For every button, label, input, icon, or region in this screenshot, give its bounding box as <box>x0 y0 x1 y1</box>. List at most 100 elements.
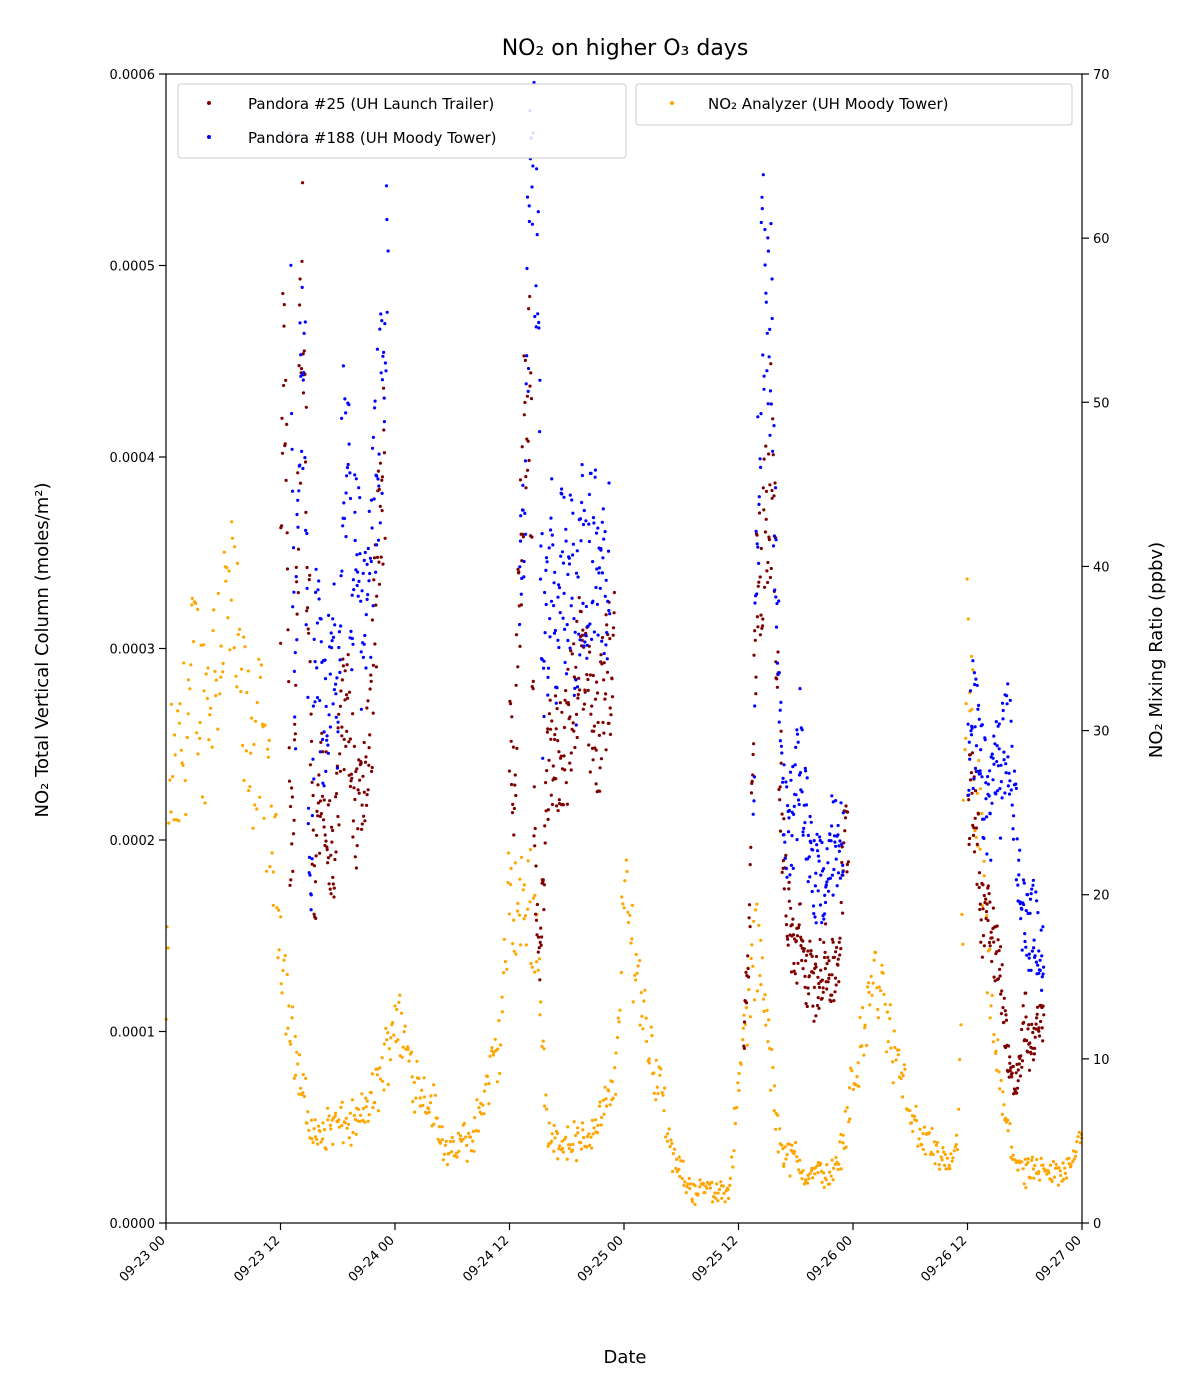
data-point <box>312 777 316 781</box>
data-point <box>497 1019 501 1023</box>
data-point <box>185 735 189 740</box>
data-point <box>374 603 378 607</box>
data-point <box>358 778 362 782</box>
data-point <box>757 580 761 584</box>
data-point <box>542 659 546 663</box>
data-point <box>307 1128 311 1132</box>
data-point <box>930 1126 934 1131</box>
data-point <box>773 588 777 592</box>
data-point <box>567 556 571 560</box>
data-point <box>513 783 517 787</box>
data-point <box>269 804 273 808</box>
data-point <box>258 795 262 799</box>
data-point <box>1009 788 1013 792</box>
data-point <box>370 526 374 530</box>
data-point <box>760 626 764 631</box>
data-point <box>502 937 506 941</box>
data-point <box>797 1168 801 1172</box>
data-point <box>206 666 210 670</box>
data-point <box>558 701 562 705</box>
data-point <box>378 327 382 331</box>
data-point <box>574 665 578 669</box>
data-point <box>1021 1004 1025 1008</box>
data-point <box>1000 1112 1004 1116</box>
data-point <box>660 1090 664 1095</box>
data-point <box>818 903 823 907</box>
data-point <box>529 371 533 375</box>
data-point <box>559 754 563 758</box>
data-point <box>558 611 562 615</box>
data-point <box>548 698 552 702</box>
data-point <box>547 712 552 716</box>
data-point <box>465 1143 469 1147</box>
data-point <box>1004 1018 1009 1022</box>
data-point <box>1037 1170 1041 1174</box>
data-point <box>634 978 638 982</box>
data-point <box>836 833 840 837</box>
data-point <box>513 773 517 777</box>
data-point <box>756 545 760 549</box>
data-point <box>551 543 555 547</box>
data-point <box>818 937 822 942</box>
data-point <box>583 633 588 638</box>
data-point <box>1061 1161 1065 1165</box>
data-point <box>373 399 377 403</box>
data-point <box>442 1152 447 1156</box>
data-point <box>555 804 559 808</box>
data-point <box>564 527 568 531</box>
data-point <box>512 949 516 953</box>
data-point <box>350 1098 354 1102</box>
data-point <box>319 812 323 816</box>
data-point <box>229 598 233 602</box>
data-point <box>292 738 297 742</box>
data-point <box>338 704 342 708</box>
data-point <box>526 468 530 472</box>
data-point <box>1001 708 1005 713</box>
data-point <box>365 562 369 567</box>
data-point <box>543 824 547 828</box>
data-point <box>1024 945 1028 949</box>
data-point <box>291 832 296 836</box>
data-point <box>708 1186 713 1190</box>
data-point <box>579 1141 583 1145</box>
data-point <box>562 754 566 758</box>
data-point <box>798 902 802 906</box>
data-point <box>1064 1176 1069 1180</box>
data-point <box>546 693 550 697</box>
data-point <box>362 814 366 818</box>
data-point <box>380 319 384 323</box>
data-point <box>626 910 630 914</box>
data-point <box>1032 938 1036 942</box>
data-point <box>356 788 360 792</box>
data-point <box>291 869 295 874</box>
data-point <box>330 840 334 844</box>
data-point <box>607 608 611 613</box>
data-point <box>323 677 328 681</box>
data-point <box>1038 1178 1042 1182</box>
data-point <box>666 1132 670 1136</box>
data-point <box>841 1141 845 1145</box>
data-point <box>578 517 583 521</box>
data-point <box>597 1104 602 1108</box>
data-point <box>807 992 811 996</box>
data-point <box>1021 878 1026 882</box>
data-point <box>597 566 602 570</box>
data-point <box>266 755 270 759</box>
data-point <box>793 1140 798 1145</box>
data-point <box>301 378 305 382</box>
data-point <box>1037 971 1041 975</box>
data-point <box>406 1047 410 1051</box>
data-point <box>714 1196 718 1200</box>
data-point <box>385 217 389 222</box>
data-point <box>522 883 527 887</box>
data-point <box>546 675 550 680</box>
data-point <box>214 694 218 698</box>
data-point <box>352 786 356 790</box>
data-point <box>763 993 767 997</box>
data-point <box>831 1178 835 1182</box>
data-point <box>934 1143 939 1147</box>
data-point <box>553 733 557 737</box>
data-point <box>891 1081 895 1085</box>
data-point <box>359 707 363 711</box>
